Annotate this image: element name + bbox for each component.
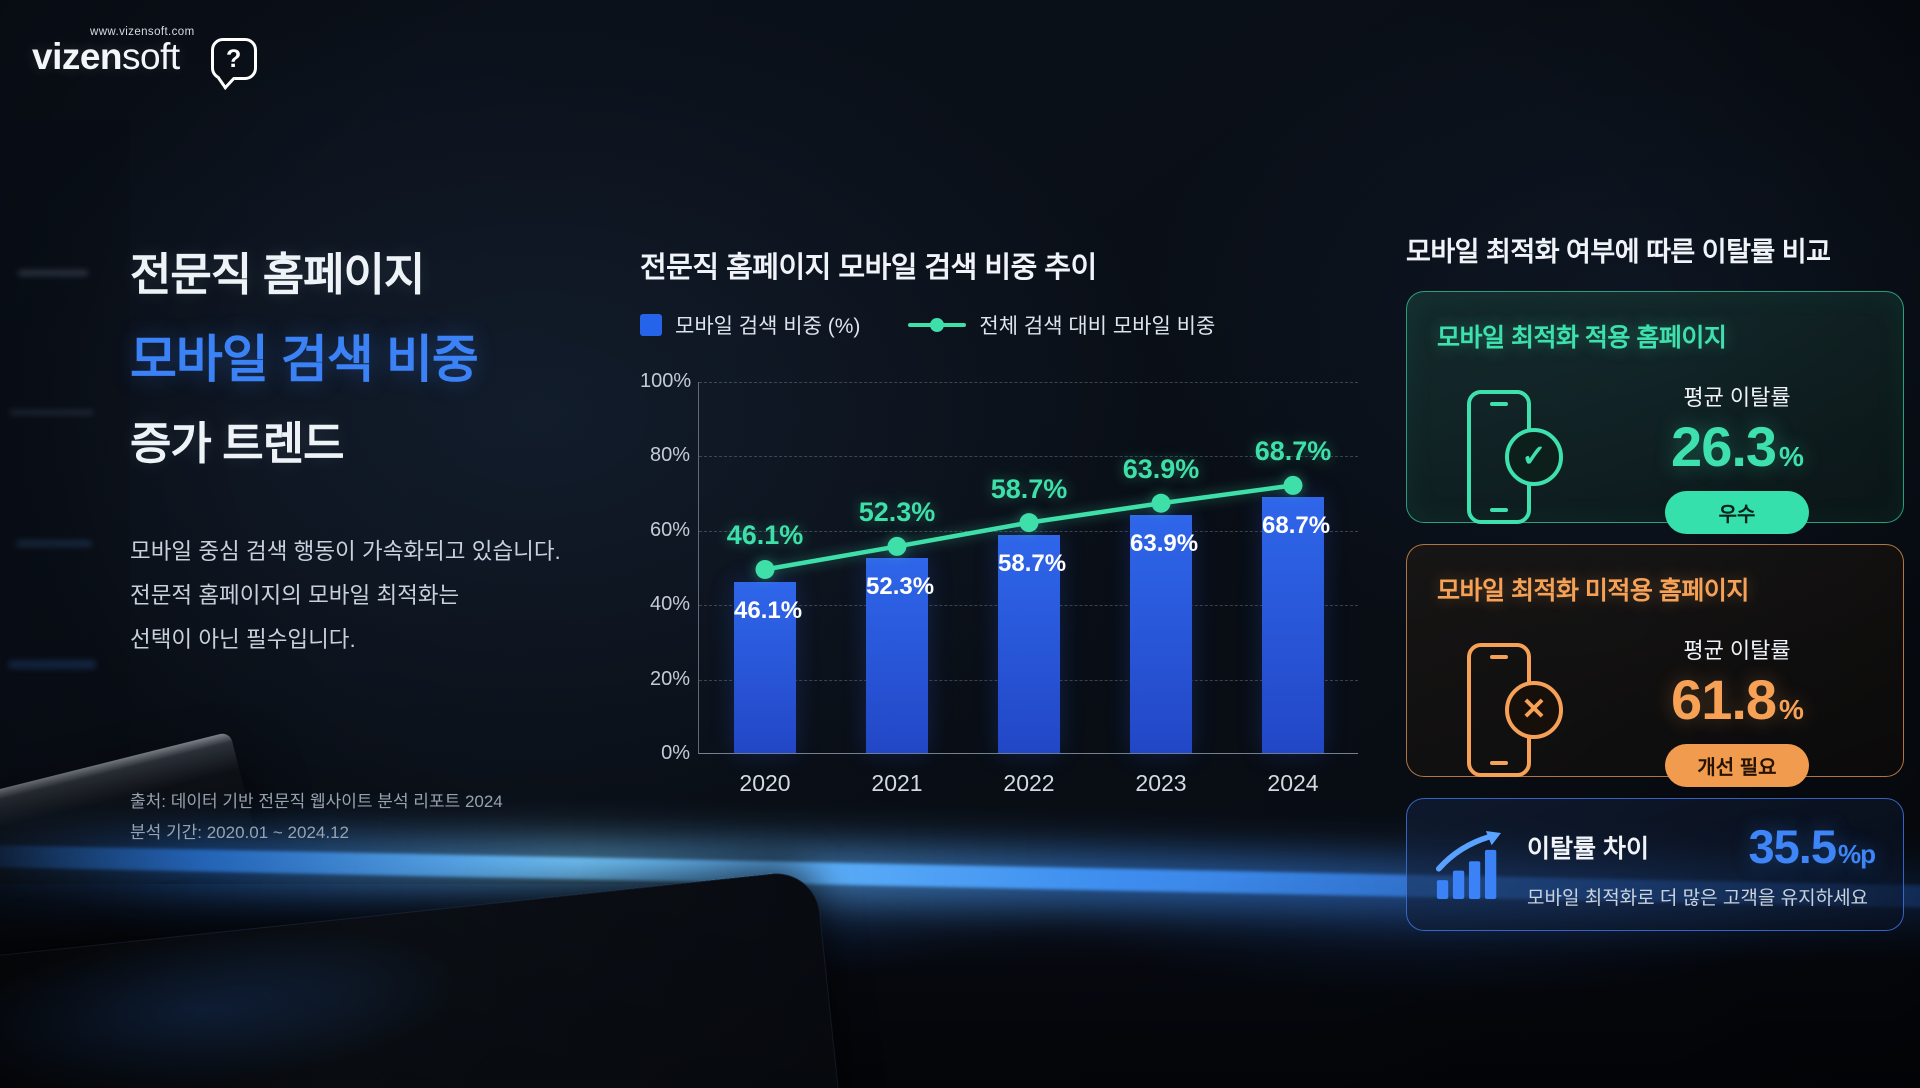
description-line: 모바일 중심 검색 행동이 가속화되고 있습니다. <box>130 539 561 564</box>
question-glyph: ? <box>225 44 242 73</box>
description-line: 선택이 아닌 필수입니다. <box>130 626 356 652</box>
legend-line-swatch-icon <box>908 323 967 327</box>
value-unit: % <box>1779 441 1804 472</box>
x-axis-label: 2020 <box>739 770 791 796</box>
legend-line-label: 전체 검색 대비 모바일 비중 <box>979 315 1216 338</box>
legend-bar-label: 모바일 검색 비중 (%) <box>675 315 861 338</box>
headline-line-1: 전문직 홈페이지 <box>130 249 425 300</box>
value-number: 61.8 <box>1671 668 1777 731</box>
chart-y-axis: 0% 20% 40% 60% 80% 100% <box>640 370 691 764</box>
x-axis-label: 2024 <box>1267 770 1319 796</box>
card-not-optimized: 모바일 최적화 미적용 홈페이지 ✕ 평균 이탈률 61.8% 개선 필요 <box>1406 544 1904 787</box>
value-unit: %p <box>1838 839 1876 870</box>
headline-line-3: 증가 트렌드 <box>130 418 345 469</box>
brand-name-light: soft <box>122 36 180 77</box>
legend-item-bar: 모바일 검색 비중 (%) <box>640 310 860 340</box>
y-tick-label: 100% <box>640 370 692 392</box>
growth-chart-icon <box>1435 830 1501 899</box>
metric-label: 평균 이탈률 <box>1683 638 1791 663</box>
bounce-rate-panel: 모바일 최적화 여부에 따른 이탈률 비교 모바일 최적화 적용 홈페이지 ✓ … <box>1406 230 1904 952</box>
value-unit: % <box>1779 694 1804 725</box>
check-icon: ✓ <box>1505 427 1563 486</box>
card-difference: 이탈률 차이 35.5%p 모바일 최적화로 더 많은 고객을 유지하세요 <box>1406 798 1904 931</box>
brand-logo: www.vizensoft.com vizensoft ? <box>32 26 257 80</box>
chart-legend: 모바일 검색 비중 (%) 전체 검색 대비 모바일 비중 <box>640 310 1380 340</box>
optimized-metric: 평균 이탈률 26.3% 우수 <box>1601 380 1873 534</box>
x-axis-label: 2022 <box>1003 770 1055 796</box>
legend-bar-swatch-icon <box>640 314 662 336</box>
trend-line <box>755 475 1303 579</box>
difference-label: 이탈률 차이 <box>1527 834 1649 863</box>
card-optimized-body: ✓ 평균 이탈률 26.3% 우수 <box>1437 380 1873 534</box>
difference-value: 35.5%p <box>1748 819 1876 874</box>
y-tick-label: 20% <box>649 667 690 690</box>
card-not-optimized-body: ✕ 평균 이탈률 61.8% 개선 필요 <box>1437 633 1873 787</box>
data-source-note: 출처: 데이터 기반 전문직 웹사이트 분석 리포트 2024 분석 기간: 2… <box>130 786 503 849</box>
chart-title: 전문직 홈페이지 모바일 검색 비중 추이 <box>640 252 1097 284</box>
source-line: 출처: 데이터 기반 전문직 웹사이트 분석 리포트 2024 <box>130 792 503 811</box>
legend-item-line: 전체 검색 대비 모바일 비중 <box>908 310 1215 340</box>
source-line: 분석 기간: 2020.01 ~ 2024.12 <box>130 823 350 843</box>
brand-logo-text: www.vizensoft.com vizensoft <box>32 26 195 80</box>
not-optimized-metric: 평균 이탈률 61.8% 개선 필요 <box>1601 633 1873 787</box>
x-icon: ✕ <box>1505 680 1563 739</box>
y-tick-label: 0% <box>661 742 690 764</box>
brand-name: vizensoft <box>32 36 195 77</box>
y-tick-label: 80% <box>649 444 690 467</box>
description-line: 전문적 홈페이지의 모바일 최적화는 <box>130 582 460 608</box>
card-optimized-title: 모바일 최적화 적용 홈페이지 <box>1437 324 1727 352</box>
headline-line-2: 모바일 검색 비중 <box>130 331 479 388</box>
trend-chart-section: 전문직 홈페이지 모바일 검색 비중 추이 모바일 검색 비중 (%) 전체 검… <box>640 244 1380 796</box>
not-optimized-value: 61.8% <box>1671 668 1804 731</box>
chart-plot: 46.1% 2020 46.1% 52.3% 2021 52.3% 58.7% 2022 58.… <box>698 382 1358 796</box>
chart-plot-wrap: 0% 20% 40% 60% 80% 100% 46.1% 2020 46.1% 52.3% 20… <box>640 370 1380 822</box>
status-badge: 개선 필요 <box>1665 743 1809 787</box>
value-number: 35.5 <box>1748 820 1837 874</box>
x-axis-label: 2021 <box>871 770 923 796</box>
question-bubble-icon: ? <box>210 38 257 80</box>
value-number: 26.3 <box>1671 415 1777 478</box>
y-tick-label: 40% <box>649 593 690 616</box>
status-badge: 우수 <box>1665 490 1809 534</box>
difference-subtitle: 모바일 최적화로 더 많은 고객을 유지하세요 <box>1527 887 1869 909</box>
x-axis-label: 2023 <box>1135 770 1187 796</box>
bounce-rate-panel-title: 모바일 최적화 여부에 따른 이탈률 비교 <box>1406 237 1831 267</box>
y-tick-label: 60% <box>649 518 690 541</box>
metric-label: 평균 이탈률 <box>1683 385 1791 410</box>
headline-panel: 전문직 홈페이지 모바일 검색 비중 증가 트렌드 모바일 중심 검색 행동이 … <box>130 238 570 662</box>
card-optimized: 모바일 최적화 적용 홈페이지 ✓ 평균 이탈률 26.3% 우수 <box>1406 291 1904 534</box>
brand-name-bold: vizen <box>32 36 123 77</box>
card-not-optimized-title: 모바일 최적화 미적용 홈페이지 <box>1437 577 1749 605</box>
phone-check-icon: ✓ <box>1467 389 1595 524</box>
optimized-value: 26.3% <box>1671 415 1804 478</box>
server-rack-backdrop <box>0 120 130 780</box>
headline-description: 모바일 중심 검색 행동이 가속화되고 있습니다. 전문적 홈페이지의 모바일 … <box>130 530 570 662</box>
phone-x-icon: ✕ <box>1467 642 1595 777</box>
